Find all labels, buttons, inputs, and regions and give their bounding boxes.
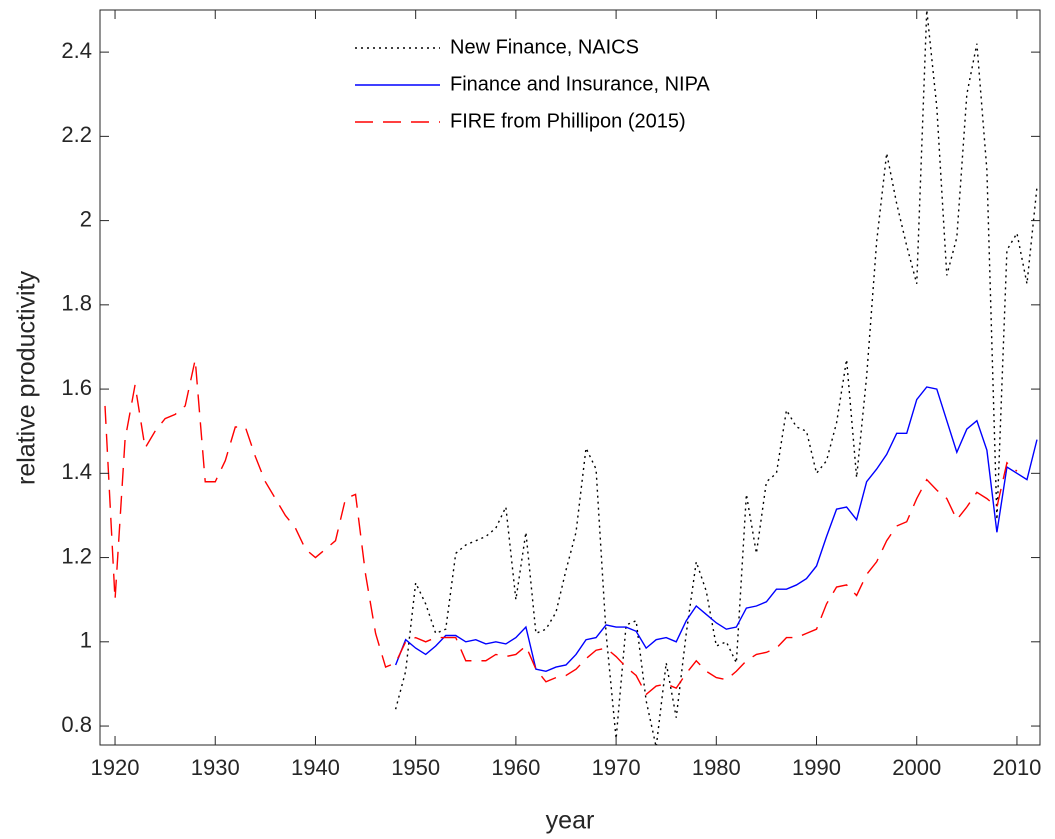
series-line — [104, 359, 1018, 696]
x-tick-label: 2000 — [892, 755, 941, 780]
legend-label: Finance and Insurance, NIPA — [450, 73, 710, 95]
plot-area — [100, 10, 1040, 745]
x-axis-title: year — [546, 807, 595, 835]
x-tick-label: 1960 — [491, 755, 540, 780]
y-tick-label: 2.2 — [61, 122, 92, 147]
legend-label: New Finance, NAICS — [450, 36, 639, 58]
y-tick-label: 1.6 — [61, 375, 92, 400]
legend-label: FIRE from Phillipon (2015) — [450, 110, 686, 132]
x-tick-label: 1990 — [792, 755, 841, 780]
series-line — [394, 386, 1038, 673]
y-tick-label: 1.2 — [61, 543, 92, 568]
y-tick-label: 1 — [80, 628, 92, 653]
x-tick-label: 1970 — [592, 755, 641, 780]
x-tick-label: 1930 — [191, 755, 240, 780]
x-tick-label: 1920 — [91, 755, 140, 780]
y-axis-title: relative productivity — [13, 271, 41, 485]
y-tick-label: 1.4 — [61, 459, 92, 484]
x-tick-label: 2010 — [992, 755, 1041, 780]
axes-box — [99, 9, 1041, 746]
series-line — [394, 10, 1038, 745]
lines-layer — [104, 10, 1038, 745]
axes-layer: 0.8 1 1.2 1.4 1.6 1.8 2 2.2 2.4 1920 1930 1940 1950 1… — [61, 9, 1041, 780]
y-tick-label: 2 — [80, 206, 92, 231]
y-tick-label: 1.8 — [61, 291, 92, 316]
x-tick-label: 1940 — [291, 755, 340, 780]
y-tick-label: 2.4 — [61, 38, 92, 63]
y-tick-label: 0.8 — [61, 712, 92, 737]
x-tick-label: 1980 — [692, 755, 741, 780]
x-tick-label: 1950 — [391, 755, 440, 780]
